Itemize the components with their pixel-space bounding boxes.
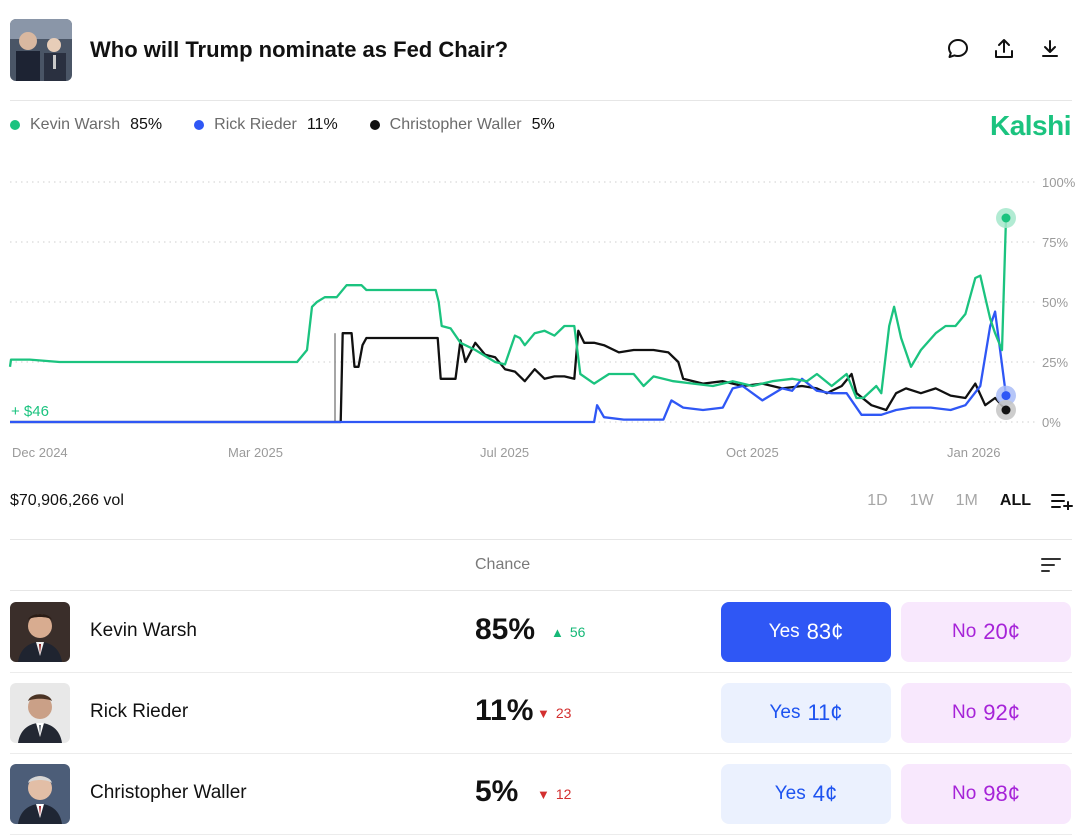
legend-name: Kevin Warsh (30, 116, 121, 133)
add-list-icon[interactable] (1051, 492, 1073, 511)
end-point (1001, 213, 1011, 223)
legend-name: Rick Rieder (214, 116, 297, 133)
table-row[interactable]: Rick Rieder 11% ▼ 23 Yes 11¢ No 92¢ (10, 672, 1072, 754)
change-value: 12 (555, 786, 572, 802)
range-all[interactable]: ALL (999, 492, 1031, 509)
buy-no-button[interactable]: No 20¢ (901, 602, 1071, 662)
yes-label: Yes (768, 621, 800, 642)
change-value: 56 (569, 624, 586, 640)
x-tick-label: Oct 2025 (726, 445, 779, 460)
y-tick-label: 50% (1042, 295, 1068, 310)
change-value: 23 (555, 705, 572, 721)
legend-item-warsh[interactable]: Kevin Warsh 85% (10, 116, 162, 134)
y-tick-label: 75% (1042, 235, 1068, 250)
y-tick-label: 100% (1042, 175, 1076, 190)
legend-item-waller[interactable]: Christopher Waller 5% (369, 116, 555, 134)
legend-value: 85% (130, 116, 163, 133)
end-point (1001, 391, 1011, 401)
page-title: Who will Trump nominate as Fed Chair? (90, 37, 509, 62)
legend-value: 11% (306, 116, 338, 133)
legend-dot (194, 120, 205, 130)
price-chart[interactable]: 100% 75% 50% 25% 0% Dec 2024 Mar 2025 Jul 2025 O… (0, 165, 1083, 470)
table-divider (10, 539, 1072, 540)
yes-label: Yes (774, 783, 806, 804)
yes-label: Yes (769, 702, 801, 723)
avatar (10, 683, 70, 743)
arrow-up-icon: ▲ (551, 624, 564, 640)
yes-price: 11¢ (807, 700, 843, 725)
table-row[interactable]: Christopher Waller 5% ▼ 12 Yes 4¢ No 98¢ (10, 753, 1072, 835)
chance-value: 5% (475, 775, 519, 808)
no-label: No (951, 783, 977, 804)
buy-yes-button[interactable]: Yes 4¢ (721, 764, 891, 824)
range-selector: 1D 1W 1M ALL (845, 492, 1073, 511)
chance-column-header: Chance (475, 556, 531, 573)
y-tick-label: 0% (1042, 415, 1061, 430)
change-indicator: ▼ 12 (537, 786, 571, 802)
legend-dot (369, 120, 380, 130)
table-row[interactable]: Kevin Warsh 85% ▲ 56 Yes 83¢ No 20¢ (10, 591, 1072, 673)
arrow-down-icon: ▼ (537, 705, 550, 721)
series-line-kevin-warsh (8, 217, 1008, 400)
x-tick-label: Dec 2024 (12, 445, 68, 460)
volume-label: $70,906,266 vol (10, 492, 124, 509)
candidate-name: Christopher Waller (90, 782, 247, 803)
series-line-christopher-waller (10, 329, 1007, 424)
comment-icon[interactable] (946, 37, 970, 61)
market-avatar (10, 19, 72, 81)
change-indicator: ▲ 56 (551, 624, 585, 640)
chance-value: 85% (475, 613, 536, 646)
range-1m[interactable]: 1M (955, 492, 978, 509)
candidate-name: Rick Rieder (90, 701, 189, 722)
buy-no-button[interactable]: No 92¢ (901, 683, 1071, 743)
download-icon[interactable] (1038, 37, 1062, 61)
table-header-divider (10, 590, 1072, 591)
legend-item-rieder[interactable]: Rick Rieder 11% (194, 116, 338, 134)
no-price: 98¢ (983, 781, 1020, 806)
buy-no-button[interactable]: No 98¢ (901, 764, 1071, 824)
arrow-down-icon: ▼ (537, 786, 550, 802)
market-header: Who will Trump nominate as Fed Chair? (10, 19, 1072, 81)
y-tick-label: 25% (1042, 355, 1068, 370)
legend-value: 5% (531, 116, 555, 133)
avatar (10, 602, 70, 662)
no-price: 20¢ (983, 619, 1020, 644)
range-1d[interactable]: 1D (867, 492, 888, 509)
buy-yes-button[interactable]: Yes 11¢ (721, 683, 891, 743)
yes-price: 4¢ (812, 781, 838, 806)
change-indicator: ▼ 23 (537, 705, 571, 721)
range-1w[interactable]: 1W (909, 492, 934, 509)
brand-logo: Kalshi (989, 110, 1072, 141)
chart-legend: Kevin Warsh 85% Rick Rieder 11% Christop… (10, 116, 587, 134)
chance-value: 11% (475, 694, 534, 727)
legend-dot (10, 120, 20, 130)
x-tick-label: Jan 2026 (947, 445, 1001, 460)
series-line-rick-rieder (10, 310, 1008, 424)
share-icon[interactable] (992, 37, 1016, 61)
no-label: No (951, 702, 977, 723)
legend-name: Christopher Waller (389, 116, 522, 133)
header-divider (10, 100, 1072, 101)
candidate-name: Kevin Warsh (90, 620, 197, 641)
no-price: 92¢ (983, 700, 1020, 725)
end-point (1001, 405, 1011, 415)
x-tick-label: Jul 2025 (480, 445, 529, 460)
buy-yes-button[interactable]: Yes 83¢ (721, 602, 891, 662)
profit-annotation: + $46 (11, 403, 49, 420)
yes-price: 83¢ (806, 619, 844, 644)
sort-icon[interactable] (1041, 557, 1061, 573)
x-tick-label: Mar 2025 (228, 445, 283, 460)
no-label: No (951, 621, 977, 642)
avatar (10, 764, 70, 824)
